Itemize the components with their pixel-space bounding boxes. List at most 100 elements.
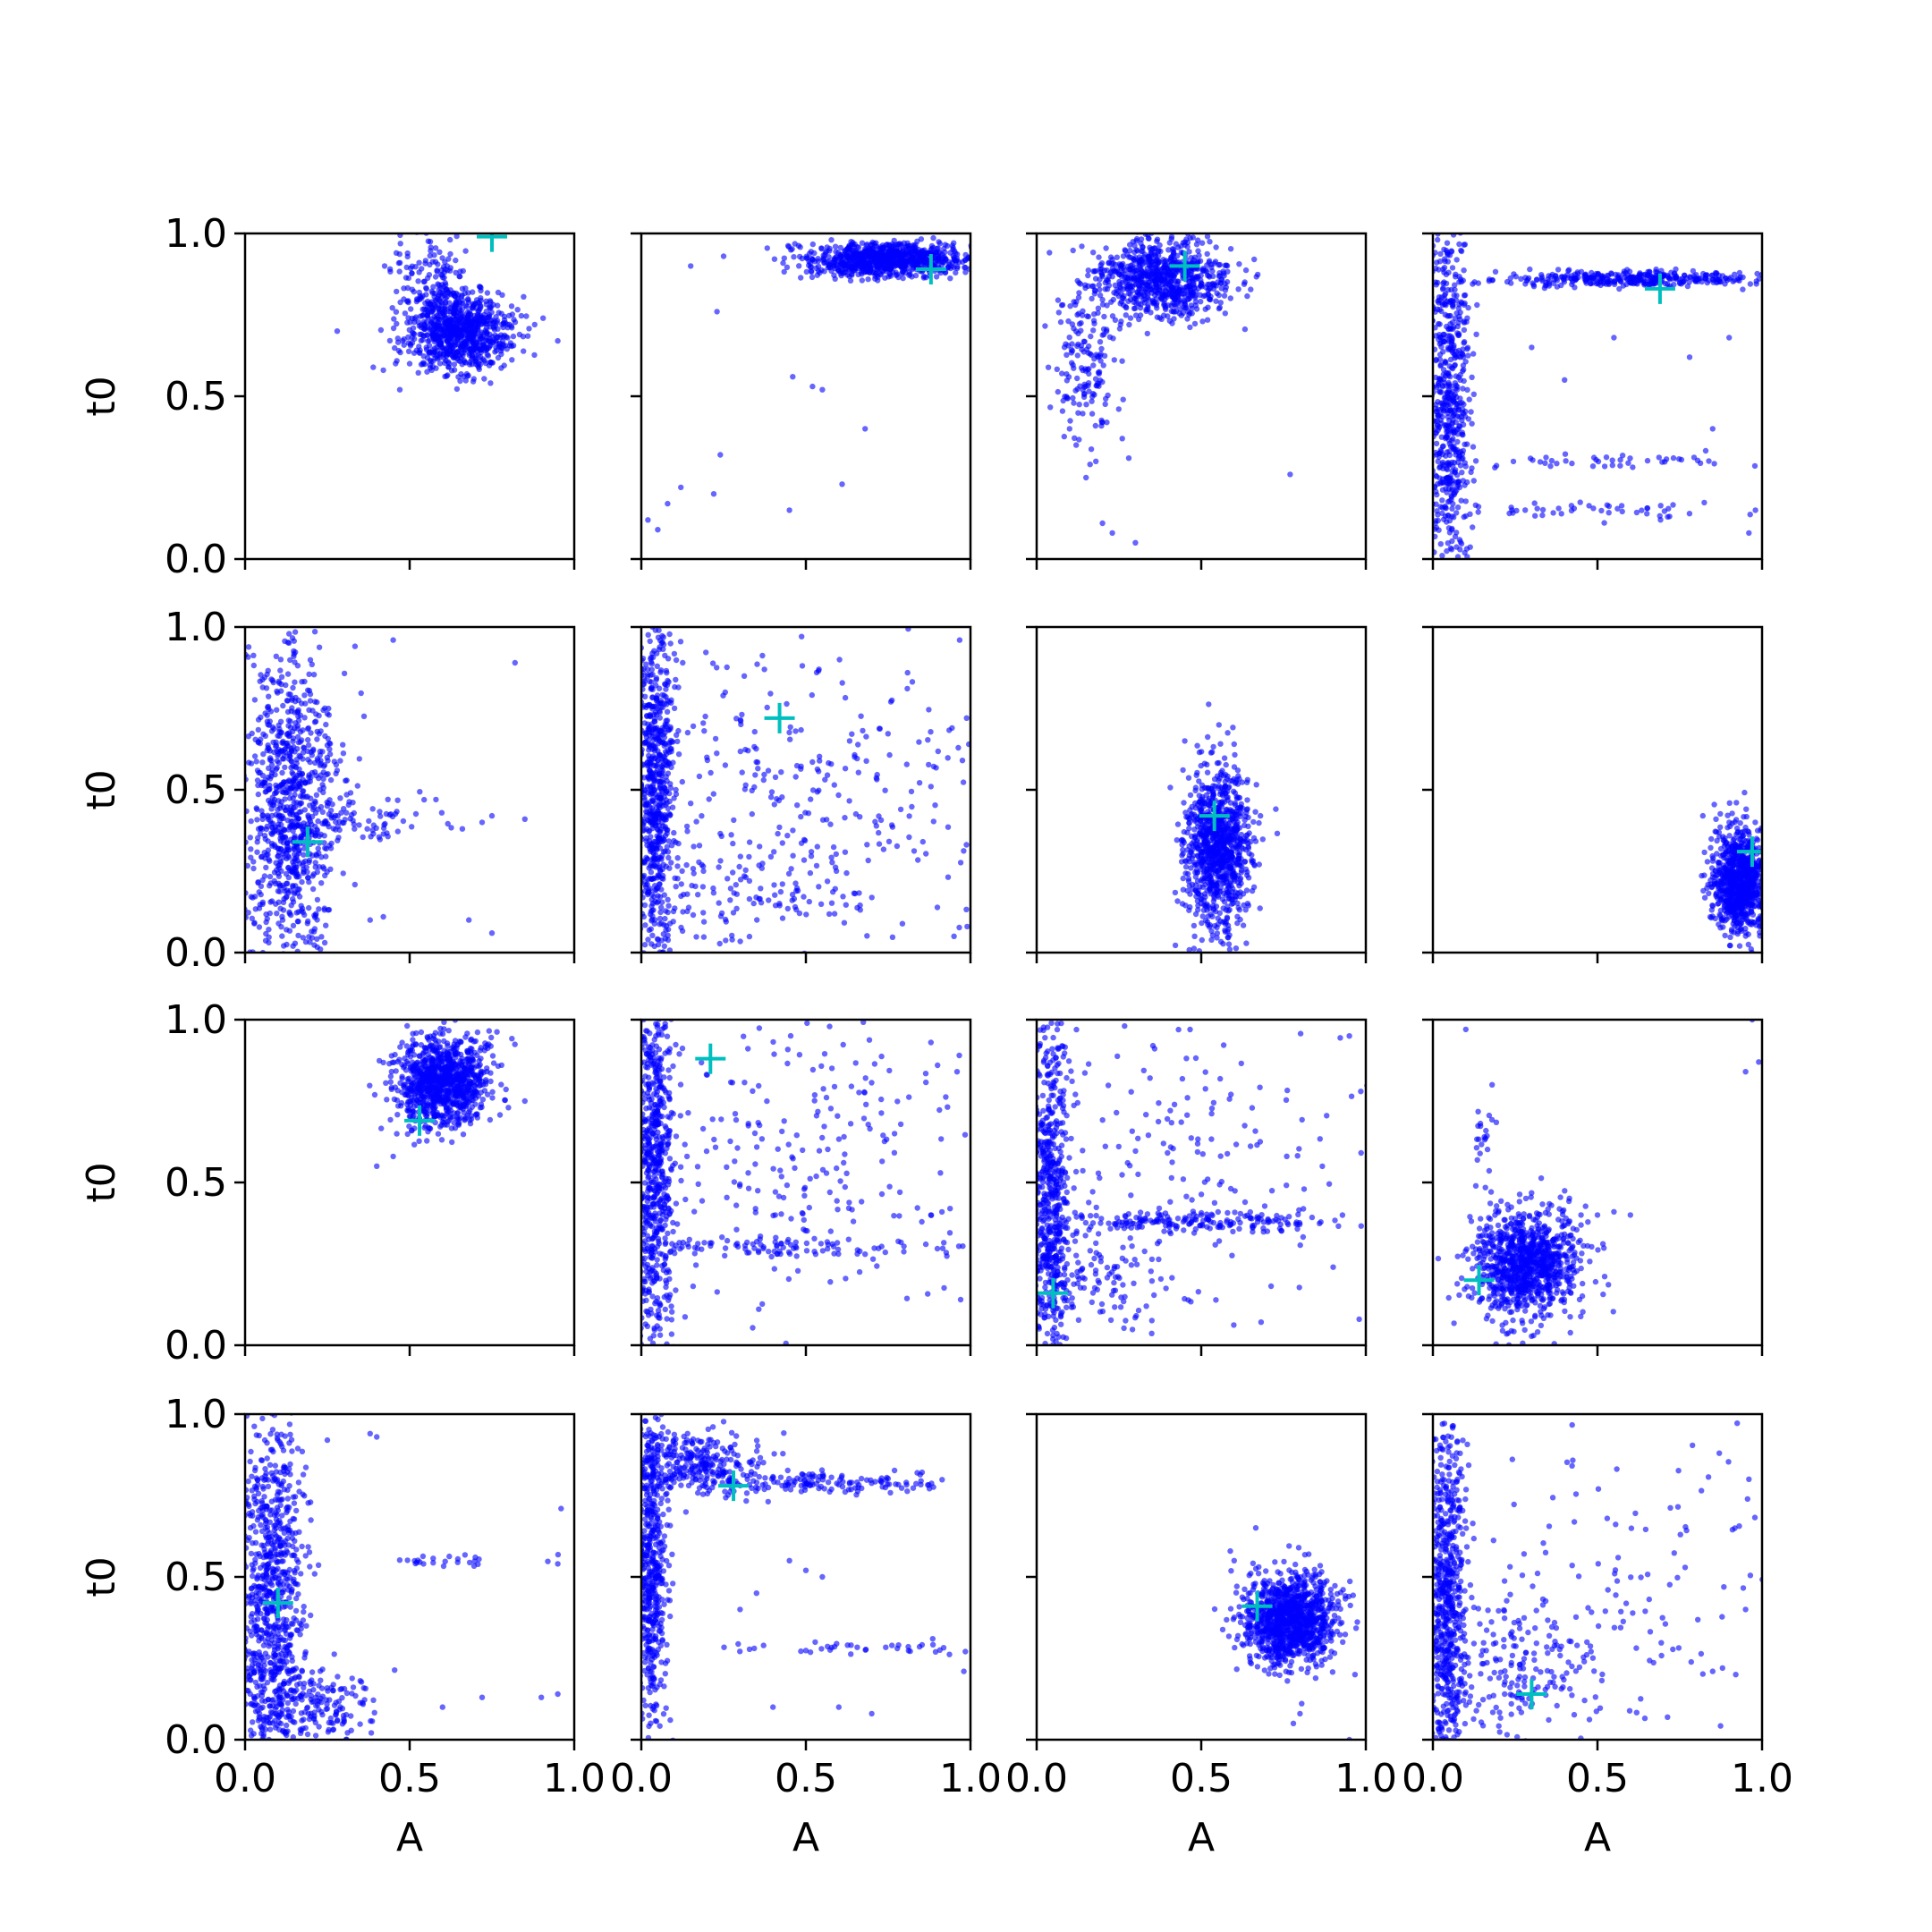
data-point	[458, 371, 464, 377]
data-point	[304, 875, 311, 881]
data-point	[1445, 498, 1452, 505]
data-point	[1533, 276, 1540, 283]
data-point	[421, 310, 428, 318]
data-point	[1097, 292, 1104, 299]
data-point	[309, 813, 316, 820]
true-value-marker	[477, 233, 507, 252]
data-point	[395, 347, 402, 354]
data-point	[384, 830, 390, 836]
data-point	[1492, 268, 1499, 275]
data-point	[1055, 388, 1062, 395]
data-point	[1204, 272, 1211, 279]
data-point	[815, 263, 822, 270]
data-point	[945, 265, 951, 271]
data-point	[430, 284, 436, 290]
data-point	[284, 818, 291, 824]
data-point	[277, 905, 284, 911]
data-point	[1727, 275, 1734, 281]
data-point	[465, 290, 471, 296]
data-point	[1155, 248, 1162, 255]
data-point	[340, 870, 346, 877]
data-point	[301, 715, 308, 721]
data-point	[886, 242, 893, 248]
data-point	[1457, 316, 1463, 323]
data-point	[1180, 287, 1186, 293]
panel-r2-c1: 0.00.51.0t0	[79, 605, 576, 976]
data-point	[396, 386, 403, 393]
data-point	[290, 778, 296, 784]
data-point	[487, 380, 494, 386]
data-point	[1227, 246, 1234, 252]
data-point	[1449, 265, 1456, 271]
data-point	[284, 640, 292, 646]
data-point	[1682, 272, 1688, 278]
data-point	[1461, 340, 1467, 346]
data-point	[1457, 309, 1463, 316]
data-point	[1222, 281, 1228, 287]
data-point	[526, 326, 532, 332]
y-tick-label: 0.0	[165, 930, 227, 976]
data-point	[1603, 454, 1610, 461]
data-point	[297, 772, 303, 778]
data-point	[1082, 383, 1089, 389]
data-point	[784, 242, 792, 249]
data-point	[1191, 282, 1197, 288]
data-point	[1608, 270, 1614, 276]
data-point	[1088, 446, 1095, 453]
data-point	[1191, 320, 1199, 327]
data-point	[1063, 352, 1070, 358]
data-point	[309, 661, 315, 667]
data-point	[1439, 286, 1446, 292]
data-point	[285, 691, 292, 698]
data-point	[263, 826, 270, 833]
data-point	[282, 764, 288, 771]
data-point	[1460, 386, 1466, 392]
data-point	[821, 268, 827, 275]
data-point	[1475, 509, 1481, 515]
data-point	[433, 796, 439, 803]
data-point	[426, 349, 432, 356]
data-point	[655, 527, 661, 533]
data-point	[300, 792, 307, 799]
data-point	[391, 316, 397, 322]
data-point	[301, 807, 309, 813]
data-point	[1598, 507, 1605, 514]
data-point	[1099, 296, 1106, 303]
data-point	[1090, 318, 1097, 324]
data-point	[316, 644, 323, 650]
data-point	[1166, 240, 1174, 246]
data-point	[1203, 267, 1209, 274]
data-point	[478, 321, 484, 327]
data-point	[279, 933, 285, 939]
data-point	[902, 260, 908, 267]
data-point	[1221, 292, 1228, 299]
data-point	[328, 812, 335, 819]
data-point	[1456, 413, 1462, 420]
data-point	[389, 305, 395, 311]
data-point	[1449, 319, 1456, 326]
data-point	[313, 911, 319, 917]
data-point	[1132, 539, 1139, 546]
data-point	[326, 906, 333, 913]
data-point	[274, 765, 280, 771]
data-point	[300, 750, 307, 756]
data-point	[432, 297, 438, 303]
data-point	[426, 343, 433, 349]
data-point	[390, 325, 397, 332]
data-point	[312, 800, 318, 806]
data-point	[332, 826, 339, 833]
data-point	[1147, 257, 1153, 263]
data-point	[444, 319, 450, 326]
data-point	[1161, 275, 1168, 283]
data-point	[1706, 458, 1712, 464]
data-point	[1459, 429, 1466, 436]
data-point	[261, 873, 268, 879]
data-point	[479, 819, 486, 826]
data-point	[307, 939, 313, 945]
data-point	[1595, 272, 1601, 278]
data-point	[1555, 505, 1562, 512]
data-point	[1577, 499, 1583, 505]
data-point	[292, 940, 299, 946]
data-point	[432, 245, 439, 251]
data-point	[1492, 464, 1498, 470]
